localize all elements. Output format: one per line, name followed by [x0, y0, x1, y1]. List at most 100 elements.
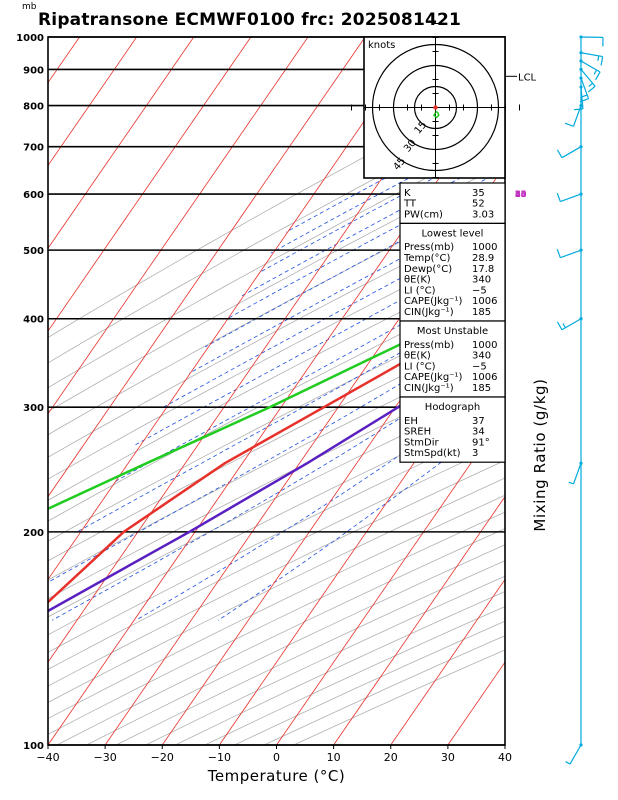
mixing-ratio-label: 35 [515, 190, 526, 200]
most-unstable-row-value: −5 [472, 361, 487, 372]
wind-barb [560, 249, 582, 259]
wind-barb [580, 69, 596, 87]
temperature-tick-label: −20 [151, 751, 174, 764]
isotherm-line [48, 37, 137, 167]
isotherm-line [504, 744, 505, 745]
temperature-tick-label: 20 [384, 751, 398, 764]
dry-adiabat-line [48, 324, 505, 562]
wind-barb-feather [556, 321, 563, 331]
dry-adiabat-line [48, 259, 505, 501]
pressure-tick-label: 800 [23, 102, 44, 113]
lowest-level-row-label: LI (°C) [404, 285, 436, 296]
temperature-tick-label: 30 [441, 751, 455, 764]
wind-barb [572, 463, 582, 485]
wind-barb-half-feather [593, 69, 598, 75]
dry-adiabat-line [48, 162, 505, 412]
dry-adiabat-line [48, 136, 505, 389]
temperature-tick-label: −40 [36, 751, 59, 764]
lowest-level-row-label: CIN(Jkg⁻¹) [404, 307, 454, 318]
moist-adiabat-line [113, 264, 505, 483]
lcl-label: LCL [518, 72, 537, 83]
hodograph-params-row-label: StmSpd(kt) [404, 448, 461, 459]
hodograph-params-row-value: 91° [472, 437, 490, 448]
isotherm-line [48, 37, 195, 249]
index-row-value: 35 [472, 188, 485, 199]
mixing-ratio-label: 2 [515, 190, 521, 200]
moist-adiabat-line [163, 220, 505, 408]
pressure-tick-label: 600 [23, 190, 44, 201]
wind-barb-feather [579, 98, 589, 103]
temperature-tick-label: 10 [327, 751, 341, 764]
hodograph-unit-label: knots [368, 40, 395, 51]
hodograph-params-header: Hodograph [425, 402, 480, 413]
lowest-level-box [399, 222, 506, 322]
lowest-level-row-value: 17.8 [472, 264, 494, 275]
most-unstable-row-label: CAPE(Jkg⁻¹) [404, 372, 462, 383]
wind-barb-half-feather [582, 94, 588, 98]
mixing-ratio-label: 12 [515, 190, 526, 200]
dewpoint-profile-line [48, 260, 505, 511]
isotherm-line [333, 495, 505, 745]
wind-barb-feather [600, 56, 604, 66]
wind-barb [561, 146, 582, 159]
lowest-level-row-value: 1006 [472, 296, 497, 307]
mixing-ratio-line [525, 37, 618, 194]
lowest-level-row-label: Temp(°C) [403, 253, 451, 264]
dry-adiabat-line [48, 511, 505, 735]
wind-barb-half-feather [562, 323, 566, 329]
dry-adiabat-line [48, 109, 505, 364]
dry-adiabat-line [48, 423, 505, 653]
mixing-ratio-label: 3 [515, 190, 521, 200]
hodograph-params-row-label: StmDir [404, 437, 439, 448]
lowest-level-row-label: θE(K) [404, 275, 431, 286]
mixing-ratio-label: 14 [515, 190, 527, 200]
moist-adiabat-line [240, 153, 505, 297]
index-row-label: K [404, 188, 411, 199]
lowest-level-row-value: −5 [472, 285, 487, 296]
lowest-level-row-value: 28.9 [472, 253, 494, 264]
wind-barb-feather [556, 248, 561, 258]
parcel-profile-line [48, 333, 505, 613]
dry-adiabat-line [48, 441, 505, 670]
moist-adiabat-line [205, 184, 505, 348]
isotherm-line [104, 164, 505, 745]
lowest-level-row-value: 185 [472, 307, 491, 318]
hodograph-trace [432, 110, 440, 119]
isotherm-line [48, 37, 366, 498]
wind-barb-half-feather [565, 761, 571, 765]
pressure-tick-label: 1000 [16, 33, 44, 44]
wind-barb [569, 744, 582, 765]
wind-barb [580, 86, 584, 109]
mixing-ratio-label: 16 [515, 190, 527, 200]
isotherm-line [390, 578, 505, 745]
dry-adiabat-line [48, 459, 505, 687]
mixing-ratio-label: 1 [515, 190, 521, 200]
wind-barb-feather [556, 192, 561, 202]
pressure-tick-label: 900 [23, 65, 44, 76]
mixing-ratio-label: 25 [515, 190, 526, 200]
index-row-value: 52 [472, 199, 485, 210]
chart-title: Ripatransone ECMWF0100 frc: 2025081421 [38, 10, 462, 30]
dry-adiabat-line [48, 303, 505, 542]
temperature-profile-line [48, 300, 505, 604]
dry-adiabat-line [48, 404, 505, 636]
storm-motion-marker [433, 105, 438, 110]
mixing-ratio-label: 6 [515, 190, 521, 200]
most-unstable-row-value: 185 [472, 383, 491, 394]
index-row-value: 3.03 [472, 209, 494, 220]
pressure-tick-label: 300 [23, 403, 44, 414]
isotherm-line [48, 37, 423, 581]
dry-adiabat-line [48, 281, 505, 522]
most-unstable-row-label: θE(K) [404, 351, 431, 362]
most-unstable-row-value: 340 [472, 351, 491, 362]
isotherm-line [0, 37, 22, 745]
lowest-level-row-label: Press(mb) [404, 242, 454, 253]
lowest-level-row-value: 340 [472, 275, 491, 286]
wind-barb [580, 60, 601, 73]
hodograph-params-box [399, 396, 506, 463]
hodograph-params-row-value: 34 [472, 427, 485, 438]
pressure-tick-label: 200 [23, 528, 44, 539]
lowest-level-row-label: Dewp(°C) [404, 264, 452, 275]
hodograph-params-row-label: SREH [404, 427, 431, 438]
